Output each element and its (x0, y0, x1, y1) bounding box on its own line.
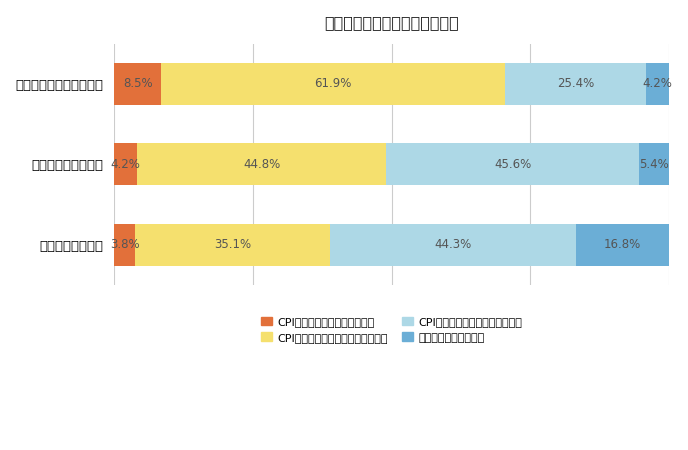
Text: 4.2%: 4.2% (643, 77, 673, 90)
Title: 価格転嫁と賃金引き上げの方針: 価格転嫁と賃金引き上げの方針 (324, 15, 459, 30)
Bar (330, 224, 576, 266)
Text: 44.8%: 44.8% (243, 158, 281, 171)
Text: 8.5%: 8.5% (123, 77, 153, 90)
Bar (136, 224, 330, 266)
Bar (386, 144, 639, 185)
Bar (114, 63, 161, 105)
Text: 61.9%: 61.9% (314, 77, 352, 90)
Text: 4.2%: 4.2% (111, 158, 141, 171)
Bar (646, 63, 669, 105)
Text: 44.3%: 44.3% (434, 238, 472, 251)
Text: 45.6%: 45.6% (494, 158, 531, 171)
Bar (576, 224, 669, 266)
Text: 5.4%: 5.4% (639, 158, 669, 171)
Text: 16.8%: 16.8% (604, 238, 641, 251)
Bar (639, 144, 669, 185)
Bar (114, 144, 138, 185)
Bar (138, 144, 386, 185)
Text: 35.1%: 35.1% (214, 238, 251, 251)
Bar (161, 63, 505, 105)
Text: 25.4%: 25.4% (557, 77, 594, 90)
Legend: CPI上昇率以上の賃金引き上げ, CPI上昇率に見合った賃金引き上げ, CPI上昇率を下回る賃金引き上げ, 賃金引き上げは難しい: CPI上昇率以上の賃金引き上げ, CPI上昇率に見合った賃金引き上げ, CPI上… (257, 312, 526, 347)
Bar (114, 224, 136, 266)
Bar (505, 63, 646, 105)
Text: 3.8%: 3.8% (110, 238, 140, 251)
